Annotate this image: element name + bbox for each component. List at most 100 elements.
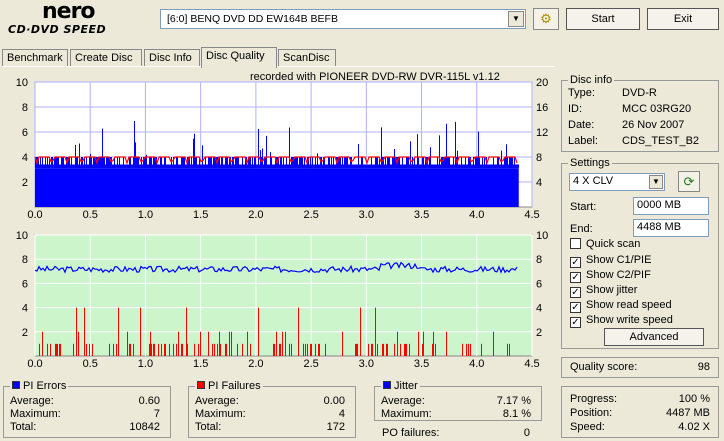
refresh-drive-button[interactable]: ⚙ — [533, 8, 559, 30]
jitter-title: Jitter — [381, 380, 420, 392]
pi-failures-group: PI Failures Average: 0.00 Maximum: 4 Tot… — [188, 380, 356, 438]
pi-failures-average-label: Average: — [195, 395, 239, 407]
po-failures-value: 0 — [523, 427, 530, 439]
nero-logo: nero CD·DVD SPEED — [6, 0, 156, 39]
chart1-x-tick-label: 2.0 — [248, 209, 263, 221]
pi-errors-total: 10842 — [129, 421, 160, 433]
chart2-y-left-tick-label: 4 — [22, 303, 28, 315]
show-c2-checkbox[interactable]: ✓ Show C2/PIF — [570, 269, 651, 283]
disc-id: MCC 03RG20 — [622, 103, 692, 115]
pi-errors-title-text: PI Errors — [23, 380, 67, 392]
quick-scan-checkbox[interactable]: Quick scan — [570, 238, 640, 250]
chart1-y-left-tick-label: 6 — [22, 127, 28, 139]
show-c1-checkbox[interactable]: ✓ Show C1/PIE — [570, 254, 651, 268]
tab-disc-info[interactable]: Disc Info — [144, 49, 200, 67]
tab-scandisc[interactable]: ScanDisc — [278, 49, 336, 67]
chart2-plot-area — [34, 234, 533, 357]
pi-errors-swatch — [12, 381, 20, 389]
quality-score-group: Quality score: 98 — [561, 357, 719, 378]
pi-failures-swatch — [197, 381, 205, 389]
chart1-y-right-tick-label: 8 — [536, 152, 542, 164]
pi-failures-total: 172 — [326, 421, 345, 433]
pi-failures-title-text: PI Failures — [208, 380, 261, 392]
pi-errors-average: 0.60 — [138, 395, 160, 407]
show-read-speed-checkbox[interactable]: ✓ Show read speed — [570, 299, 672, 313]
checkmark-icon: ✓ — [570, 317, 581, 328]
quick-scan-label: Quick scan — [586, 238, 641, 250]
pi-errors-total-label: Total: — [10, 421, 37, 433]
chart1-y-left-tick-label: 8 — [22, 102, 28, 114]
logo-top-text: nero — [42, 0, 96, 24]
pi-errors-maximum: 7 — [153, 408, 160, 420]
chart1-x-tick-label: 4.0 — [469, 209, 484, 221]
chart2-x-tick-label: 3.0 — [359, 358, 374, 370]
jitter-maximum: 8.1 % — [502, 408, 531, 420]
pi-errors-average-label: Average: — [10, 395, 54, 407]
logo-bottom-text: CD·DVD SPEED — [8, 23, 107, 36]
chart1-x-tick-label: 1.5 — [193, 209, 208, 221]
chart2-x-tick-label: 2.5 — [303, 358, 318, 370]
chart2-y-right-tick-label: 4 — [536, 303, 542, 315]
pi-failures-average: 0.00 — [323, 395, 345, 407]
chart1-title: recorded with PIONEER DVD-RW DVR-115L v1… — [250, 71, 500, 83]
settings-title: Settings — [568, 157, 612, 169]
speed-select[interactable]: 4 X CLV ▼ — [569, 173, 665, 191]
disc-date: 26 Nov 2007 — [622, 119, 685, 131]
refresh-icon: ⟳ — [683, 174, 695, 189]
chart1-y-right-tick-label: 20 — [536, 77, 548, 89]
disc-type-label: Type: — [568, 87, 595, 99]
jitter-title-text: Jitter — [394, 380, 418, 392]
chart2-y-right-tick-label: 6 — [536, 278, 542, 290]
chart2-x-tick-label: 3.5 — [414, 358, 429, 370]
chart2-x-tick-label: 1.5 — [193, 358, 208, 370]
start-button[interactable]: Start — [566, 8, 640, 30]
tab-benchmark[interactable]: Benchmark — [2, 49, 68, 67]
checkmark-icon: ✓ — [570, 287, 581, 298]
checkbox-icon — [570, 238, 581, 249]
checkmark-icon: ✓ — [570, 272, 581, 283]
jitter-group: Jitter Average: 7.17 % Maximum: 8.1 % — [374, 380, 542, 421]
disc-type: DVD-R — [622, 87, 657, 99]
show-jitter-label: Show jitter — [586, 284, 638, 296]
show-write-speed-label: Show write speed — [586, 314, 673, 326]
show-jitter-checkbox[interactable]: ✓ Show jitter — [570, 284, 637, 298]
jitter-average: 7.17 % — [496, 395, 531, 407]
chart1-x-tick-label: 0.5 — [83, 209, 98, 221]
advanced-button[interactable]: Advanced — [604, 328, 704, 346]
end-label: End: — [570, 223, 593, 235]
chart2-x-tick-label: 1.0 — [138, 358, 153, 370]
checkmark-icon: ✓ — [570, 302, 581, 313]
chevron-down-icon[interactable]: ▼ — [508, 11, 524, 27]
end-input[interactable]: 4488 MB — [633, 219, 709, 237]
chevron-down-icon[interactable]: ▼ — [649, 175, 663, 189]
tab-disc-quality[interactable]: Disc Quality — [201, 47, 277, 68]
speed-label: Speed: — [570, 421, 605, 433]
chart2-y-right-tick-label: 2 — [536, 327, 542, 339]
jitter-maximum-label: Maximum: — [381, 408, 432, 420]
start-input[interactable]: 0000 MB — [633, 197, 709, 215]
quality-score-value: 98 — [697, 361, 710, 373]
pi-failures-maximum: 4 — [338, 408, 345, 420]
pi-errors-title: PI Errors — [10, 380, 69, 392]
exit-button[interactable]: Exit — [647, 8, 719, 30]
refresh-drive-icon: ⚙ — [540, 11, 552, 26]
chart2-x-tick-label: 0.5 — [83, 358, 98, 370]
pi-errors-chart: 0.0 0.5 1.0 1.5 2.0 2.5 3.0 3.5 4.0 4.5 2 4 6 8 10 4 8 12… — [16, 71, 549, 221]
chart1-y-left-tick-label: 2 — [22, 177, 28, 189]
chart2-y-left-tick-label: 8 — [22, 254, 28, 266]
chart1-y-right-tick-label: 16 — [536, 102, 548, 114]
chart1-y-left-tick-label: 4 — [22, 152, 28, 164]
tab-create-disc[interactable]: Create Disc — [70, 49, 142, 67]
chart2-y-right-tick-label: 8 — [536, 254, 542, 266]
drive-select[interactable]: [6:0] BENQ DVD DD EW164B BEFB ▼ — [160, 9, 526, 29]
chart2-y-left-tick-label: 10 — [16, 230, 28, 242]
tab-bar: Benchmark Create Disc Disc Info Disc Qua… — [2, 47, 362, 68]
chart1-x-tick-label: 3.5 — [414, 209, 429, 221]
show-write-speed-checkbox[interactable]: ✓ Show write speed — [570, 314, 673, 328]
chart1-x-tick-label: 0.0 — [27, 209, 42, 221]
refresh-button[interactable]: ⟳ — [678, 171, 700, 192]
drive-select-value: [6:0] BENQ DVD DD EW164B BEFB — [167, 13, 338, 25]
pi-failures-chart: 0.0 0.5 1.0 1.5 2.0 2.5 3.0 3.5 4.0 4.5 2 4 6 8 10 2 4 6 8… — [16, 230, 549, 370]
chart1-x-tick-label: 1.0 — [138, 209, 153, 221]
chart2-x-tick-label: 0.0 — [27, 358, 42, 370]
